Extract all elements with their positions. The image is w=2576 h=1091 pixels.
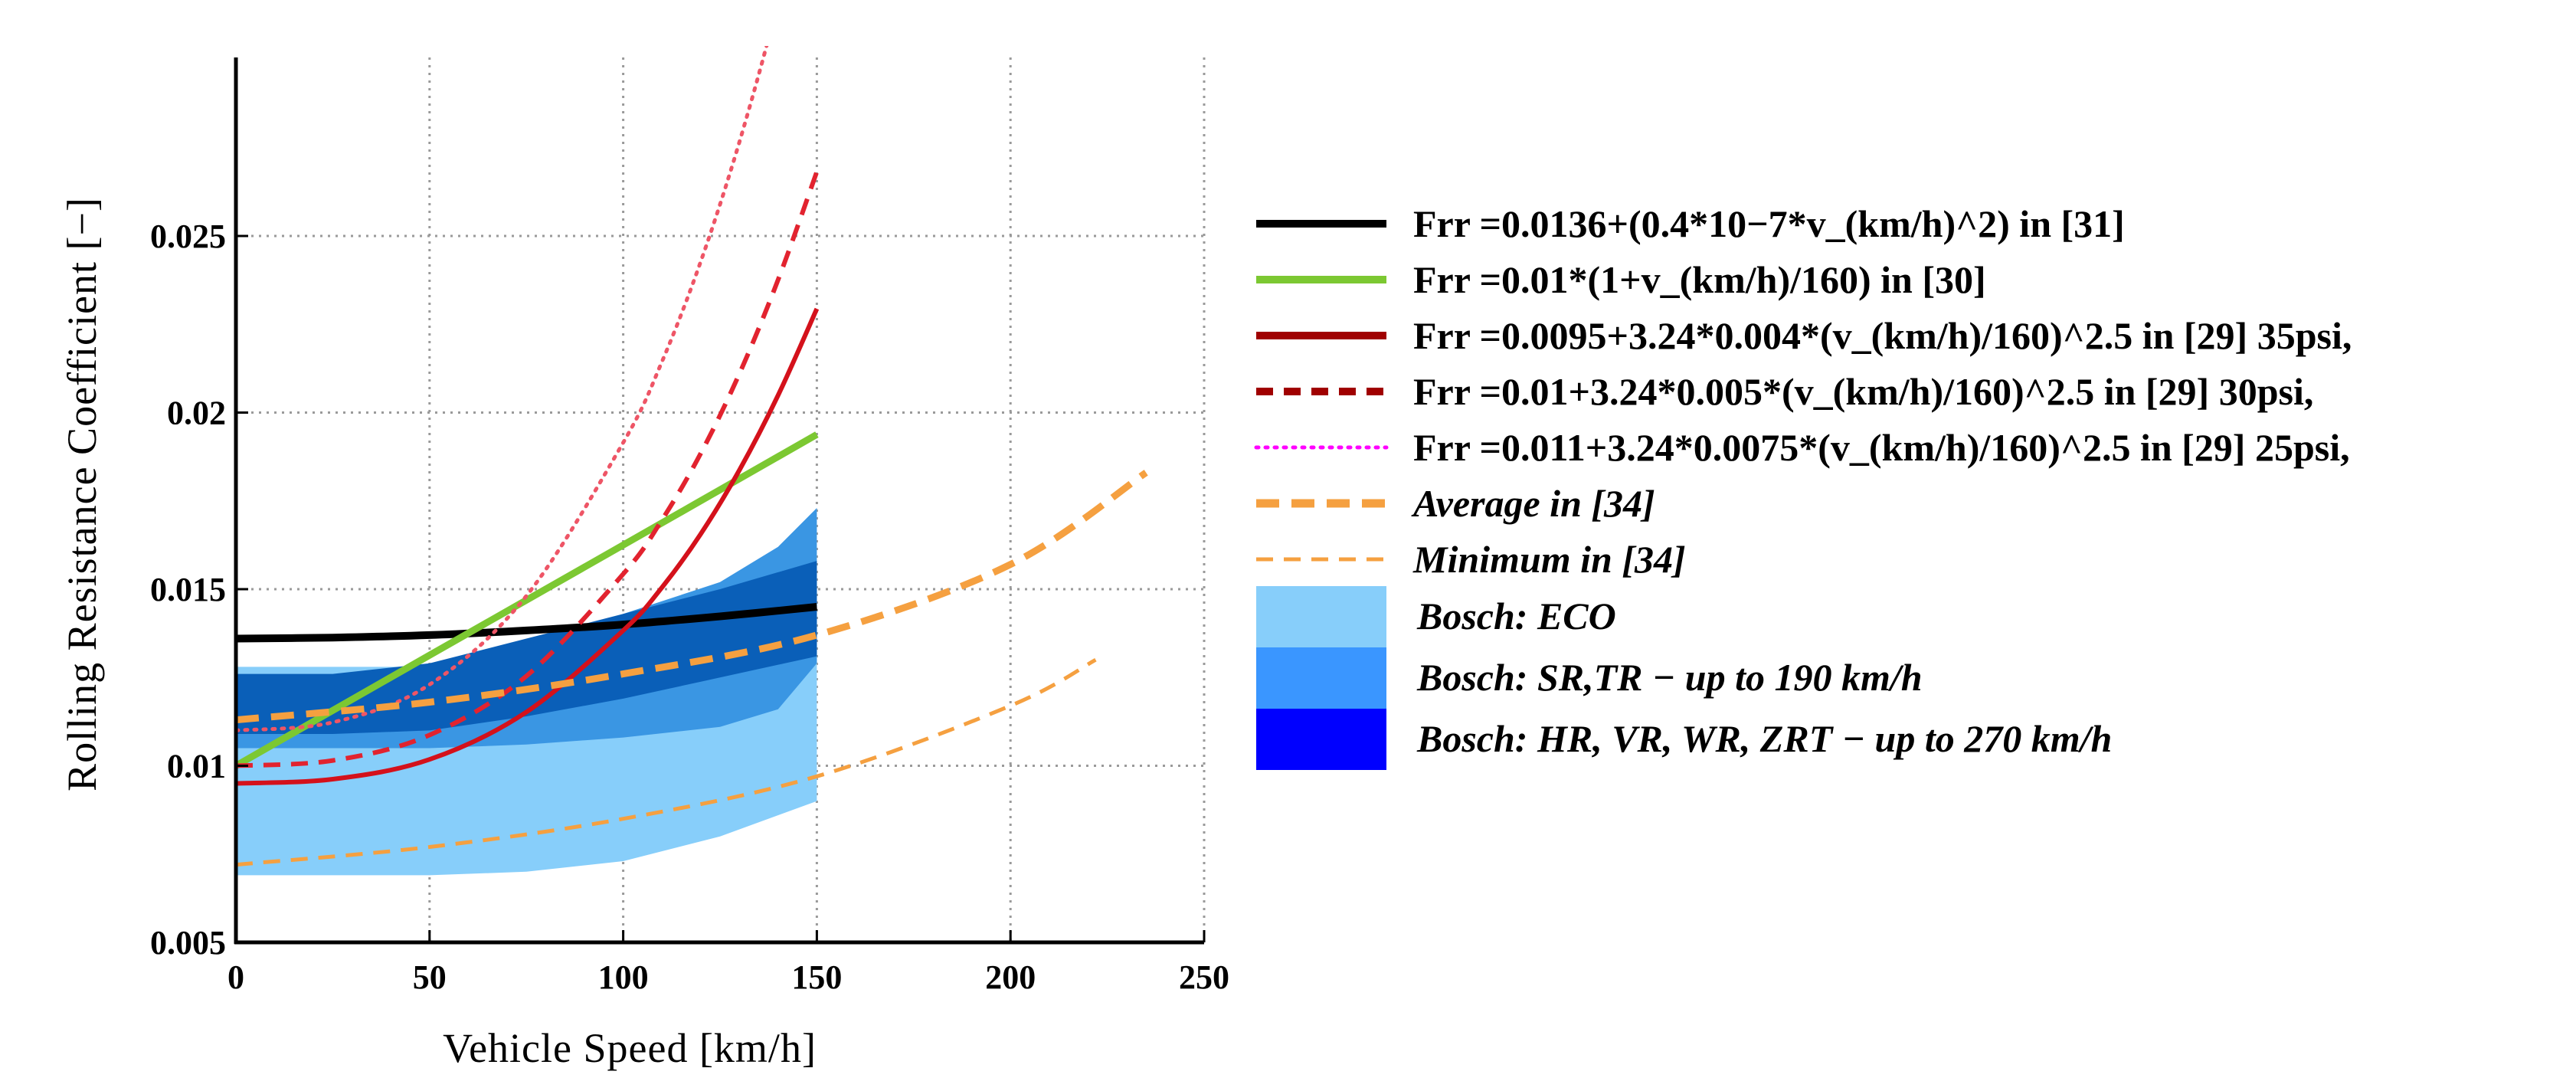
legend-label: Frr =0.011+3.24*0.0075*(v_(km/h)/160)^2.… [1413, 426, 2350, 469]
x-tick-label: 100 [598, 958, 649, 996]
series-frr-0-0136-0-4-10-7-v-km-h-2-in-31 [236, 603, 817, 643]
x-axis-title: Vehicle Speed [km/h] [443, 1025, 817, 1071]
series-frr-0-01-3-24-0-005-v-km-h-160-2-5-in-29 [236, 171, 820, 768]
legend-label: Frr =0.0095+3.24*0.004*(v_(km/h)/160)^2.… [1413, 314, 2352, 357]
band-bosch-hr-vr-wr-zrt-up-to-270-km-h [236, 561, 817, 734]
legend-label: Bosch: SR,TR − up to 190 km/h [1416, 656, 1923, 699]
legend-label: Bosch: HR, VR, WR, ZRT − up to 270 km/h [1416, 717, 2112, 760]
x-tick-label: 250 [1179, 958, 1229, 996]
legend-item: Frr =0.0095+3.24*0.004*(v_(km/h)/160)^2.… [1256, 314, 2352, 357]
legend-swatch [1256, 709, 1386, 770]
legend-label: Minimum in [34] [1412, 538, 1686, 581]
series-frr-0-0095-3-24-0-004-v-km-h-160-2-5-in- [236, 307, 820, 786]
legend-item: Frr =0.01*(1+v_(km/h)/160) in [30] [1256, 258, 1986, 301]
series-minimum-in-34 [236, 658, 1097, 867]
y-axis-title: Rolling Resistance Coefficient [−] [59, 197, 105, 791]
y-tick-label: 0.005 [150, 924, 226, 962]
legend-label: Bosch: ECO [1416, 595, 1616, 637]
legend-label: Frr =0.0136+(0.4*10−7*v_(km/h)^2) in [31… [1413, 202, 2125, 245]
legend-item: Bosch: HR, VR, WR, ZRT − up to 270 km/h [1256, 709, 2112, 770]
x-tick-label: 50 [413, 958, 447, 996]
x-tick-label: 200 [985, 958, 1036, 996]
axis-layer [234, 57, 1204, 945]
tick-layer: 0 50 100 150 200 250 0.005 0.01 0.015 0.02 0.025 [150, 218, 1229, 996]
legend-swatch [1256, 647, 1386, 709]
legend-item: Frr =0.01+3.24*0.005*(v_(km/h)/160)^2.5 … [1256, 370, 2313, 413]
x-tick-label: 150 [791, 958, 842, 996]
y-tick-label: 0.02 [167, 395, 226, 432]
legend-item: Minimum in [34] [1256, 538, 1686, 581]
y-tick-label: 0.01 [167, 748, 226, 785]
legend-swatch [1256, 586, 1386, 647]
series-layer [236, 46, 1148, 867]
legend-item: Frr =0.0136+(0.4*10−7*v_(km/h)^2) in [31… [1256, 202, 2125, 245]
legend: Frr =0.0136+(0.4*10−7*v_(km/h)^2) in [31… [1254, 202, 2352, 770]
y-tick-label: 0.015 [150, 571, 226, 608]
band-layer [236, 508, 817, 876]
y-tick-label: 0.025 [150, 218, 226, 255]
legend-label: Frr =0.01+3.24*0.005*(v_(km/h)/160)^2.5 … [1413, 370, 2313, 413]
legend-item: Average in [34] [1256, 482, 1655, 525]
legend-item: Bosch: SR,TR − up to 190 km/h [1256, 647, 1923, 709]
legend-item: Bosch: ECO [1256, 586, 1616, 647]
legend-label: Frr =0.01*(1+v_(km/h)/160) in [30] [1413, 258, 1986, 301]
legend-item: Frr =0.011+3.24*0.0075*(v_(km/h)/160)^2.… [1254, 426, 2350, 469]
legend-label: Average in [34] [1411, 482, 1655, 525]
x-tick-label: 0 [227, 958, 244, 996]
